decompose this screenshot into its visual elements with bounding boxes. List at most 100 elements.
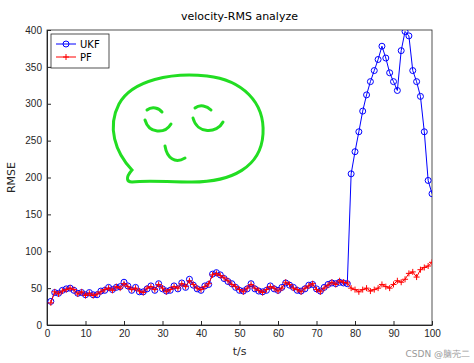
- y-tick: 150: [25, 209, 51, 220]
- doodle: [113, 75, 263, 182]
- series-marker: [379, 43, 385, 49]
- x-tick-label: 60: [273, 328, 285, 339]
- plot-frame: [47, 30, 432, 325]
- x-tick-mark: [124, 321, 125, 325]
- x-axis-line: [48, 325, 433, 326]
- series-marker: [333, 281, 339, 287]
- series-marker: [267, 284, 273, 290]
- legend-label: UKF: [80, 39, 100, 50]
- series-marker: [152, 287, 158, 293]
- legend: UKF PF: [51, 34, 109, 68]
- x-tick-mark: [86, 321, 87, 325]
- series-marker: [364, 285, 370, 291]
- series-marker: [321, 285, 327, 291]
- series-marker: [175, 285, 181, 291]
- series-marker: [117, 285, 123, 291]
- y-tick-label: 150: [25, 209, 42, 220]
- series-marker: [383, 284, 389, 290]
- y-tick-label: 250: [25, 135, 42, 146]
- series-marker: [113, 284, 119, 290]
- x-tick: 50: [234, 321, 246, 339]
- series-marker: [356, 129, 362, 135]
- series-marker: [133, 285, 139, 291]
- series-marker: [348, 171, 354, 177]
- background: [0, 0, 474, 363]
- x-tick: 70: [311, 321, 323, 339]
- series-marker: [287, 281, 293, 287]
- series-marker: [160, 285, 166, 291]
- x-tick-mark: [240, 321, 241, 325]
- y-axis: 050100150200250300350400: [25, 25, 51, 331]
- x-tick-label: 100: [424, 328, 441, 339]
- series-marker: [121, 281, 127, 287]
- y-axis-title: RMSE: [5, 162, 18, 193]
- y-tick-label: 350: [25, 62, 42, 73]
- y-tick-mark: [47, 178, 51, 179]
- y-tick: 0: [36, 320, 51, 331]
- legend-label: PF: [80, 52, 92, 63]
- x-tick-label: 70: [311, 328, 323, 339]
- x-tick: 10: [80, 321, 92, 339]
- series-marker: [394, 278, 400, 284]
- doodle-eye: [145, 108, 171, 131]
- x-tick-label: 10: [80, 328, 92, 339]
- series-marker: [102, 287, 108, 293]
- series-marker: [248, 281, 254, 287]
- series-marker: [156, 281, 162, 287]
- series-marker: [371, 287, 377, 293]
- series-marker: [360, 287, 366, 293]
- y-tick-label: 200: [25, 172, 42, 183]
- series-marker: [402, 276, 408, 282]
- x-tick-mark: [201, 321, 202, 325]
- series-marker: [337, 278, 343, 284]
- y-tick: 200: [25, 172, 51, 183]
- y-tick-mark: [47, 67, 51, 68]
- series-marker: [429, 191, 432, 197]
- series-marker: [391, 79, 397, 85]
- x-axis: 0102030405060708090100: [45, 321, 442, 339]
- series-marker: [421, 264, 427, 270]
- series-marker: [352, 149, 358, 155]
- series-marker: [271, 285, 277, 291]
- x-tick-label: 80: [350, 328, 362, 339]
- y-tick: 100: [25, 246, 51, 257]
- x-tick-mark: [432, 321, 433, 325]
- x-tick-mark: [394, 321, 395, 325]
- x-tick-mark: [355, 321, 356, 325]
- y-tick-label: 400: [25, 25, 42, 36]
- chart-title: velocity-RMS analyze: [181, 10, 298, 23]
- series-marker: [417, 93, 423, 99]
- series-marker: [360, 108, 366, 114]
- x-tick-label: 30: [157, 328, 169, 339]
- series-marker: [56, 291, 62, 297]
- x-tick: 100: [424, 321, 441, 339]
- y-tick-label: 100: [25, 246, 42, 257]
- series-marker: [406, 270, 412, 276]
- y-tick: 350: [25, 62, 51, 73]
- series-marker: [67, 285, 73, 291]
- series-marker: [398, 48, 404, 54]
- series-marker: [348, 285, 354, 291]
- y-tick-mark: [47, 141, 51, 142]
- series-marker: [59, 288, 65, 294]
- series-marker: [375, 285, 381, 291]
- legend-marker: [63, 41, 69, 47]
- series-marker: [364, 92, 370, 98]
- series-marker: [183, 284, 189, 290]
- y-tick-label: 50: [31, 283, 43, 294]
- series-marker: [79, 289, 85, 295]
- series-marker: [190, 281, 196, 287]
- x-tick: 80: [350, 321, 362, 339]
- doodle-mouth: [165, 146, 185, 160]
- series-marker: [371, 68, 377, 74]
- series-marker: [125, 284, 131, 290]
- y-tick: 50: [31, 283, 51, 294]
- x-tick: 20: [119, 321, 131, 339]
- series-marker: [391, 281, 397, 287]
- series-marker: [179, 281, 185, 287]
- x-tick-label: 40: [196, 328, 208, 339]
- series-marker: [148, 284, 154, 290]
- x-tick-label: 0: [45, 328, 51, 339]
- series-marker: [429, 259, 432, 265]
- series-marker: [414, 79, 420, 85]
